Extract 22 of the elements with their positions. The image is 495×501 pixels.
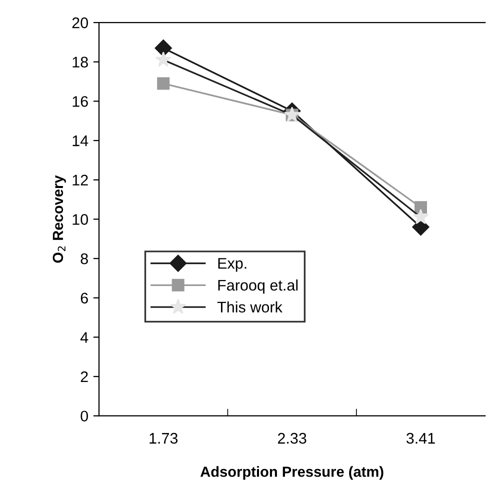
y-tick-label: 10 (72, 214, 88, 225)
point (414, 201, 427, 214)
y-tick-label: 6 (80, 292, 88, 304)
x-tick-label: 3.41 (406, 432, 435, 444)
y-tick-label: 8 (80, 253, 88, 264)
x-axis-title: Adsorption Pressure (atm) (200, 466, 384, 480)
y-tick-label: 4 (80, 332, 88, 343)
y-tick-label: 18 (72, 56, 88, 68)
y-tick-label: 16 (72, 96, 88, 107)
y-tick-label: 20 (72, 17, 88, 28)
y-tick-label: 12 (72, 174, 88, 186)
legend-label: Farooq et.al (218, 279, 298, 294)
y-tick-label: 14 (72, 136, 88, 146)
y-tick-label: 0 (80, 410, 88, 422)
legend-label: This work (217, 301, 282, 313)
x-tick-label: 1.73 (150, 432, 178, 444)
point (157, 77, 170, 90)
y-tick-label: 2 (80, 371, 88, 382)
x-tick-label: 2.33 (278, 432, 306, 444)
legend-label: Exp. (218, 258, 246, 272)
point (154, 40, 172, 57)
y-axis-title: O$_{2}$ Recovery (52, 175, 66, 263)
